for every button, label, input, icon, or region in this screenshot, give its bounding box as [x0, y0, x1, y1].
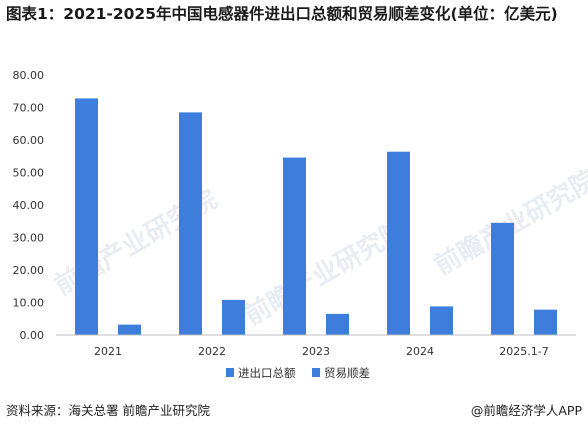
y-tick-label: 80.00	[13, 69, 45, 82]
legend-swatch	[226, 368, 234, 377]
y-tick-label: 10.00	[13, 297, 45, 310]
y-tick-label: 70.00	[13, 102, 45, 115]
y-tick-label: 0.00	[20, 329, 45, 342]
legend-label: 进出口总额	[238, 366, 296, 380]
bar-surplus	[326, 313, 349, 335]
bar-surplus	[222, 299, 245, 335]
bar-total	[75, 98, 98, 336]
x-tick-label: 2023	[302, 345, 330, 358]
y-axis: 0.00 10.00 20.00 30.00 40.00 50.00 60.00 70.00 8…	[13, 69, 45, 342]
bar-surplus	[430, 306, 453, 335]
legend-label: 贸易顺差	[324, 366, 370, 380]
y-tick-label: 50.00	[13, 167, 45, 180]
watermark-text: 前瞻产业研究院	[239, 214, 412, 332]
x-tick-label: 2021	[94, 345, 122, 358]
y-tick-label: 40.00	[13, 199, 45, 212]
x-tick-label: 2025.1-7	[499, 345, 548, 358]
bar-total	[283, 157, 306, 335]
bar-total	[179, 112, 202, 335]
bar-total	[387, 151, 410, 335]
bar-surplus	[534, 309, 557, 335]
y-tick-label: 30.00	[13, 232, 45, 245]
x-tick-label: 2024	[406, 345, 434, 358]
y-tick-label: 20.00	[13, 264, 45, 277]
chart-title: 图表1：2021-2025年中国电感器件进出口总额和贸易顺差变化(单位：亿美元)	[6, 5, 558, 23]
credit-note: @前瞻经济学人APP	[470, 403, 582, 418]
legend-swatch	[312, 368, 320, 377]
y-tick-label: 60.00	[13, 134, 45, 147]
x-tick-label: 2022	[198, 345, 226, 358]
bar-surplus	[118, 324, 141, 335]
bars	[75, 98, 557, 336]
x-axis: 2021 2022 2023 2024 2025.1-7	[56, 334, 576, 358]
source-note: 资料来源：海关总署 前瞻产业研究院	[6, 403, 210, 418]
legend: 进出口总额 贸易顺差	[226, 366, 370, 380]
bar-total	[491, 222, 514, 335]
